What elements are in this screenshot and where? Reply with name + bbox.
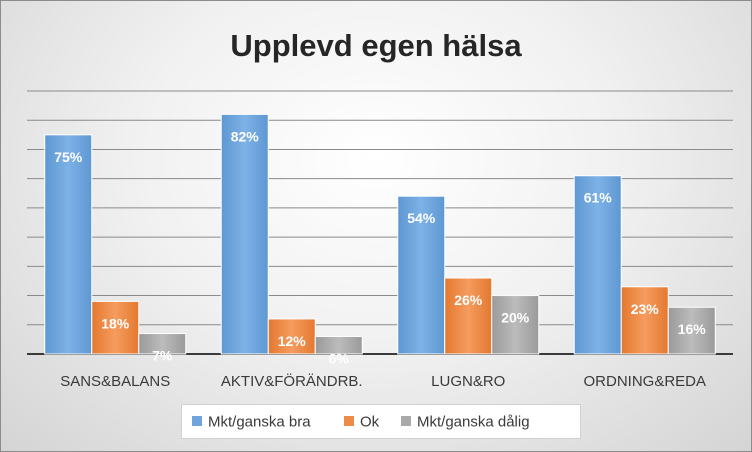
data-label: 18% — [101, 315, 130, 331]
bar-poor — [491, 295, 540, 355]
data-label: 12% — [278, 333, 307, 349]
bar-poor — [138, 333, 187, 355]
legend-svg: Mkt/ganska bra Ok Mkt/ganska dålig — [192, 414, 530, 431]
data-label: 61% — [584, 190, 613, 206]
data-label: 54% — [407, 210, 436, 226]
data-labels: 75% 18% 7% 82% 12% 6% 54% 26% 20% 61% 23% 16% — [54, 128, 706, 366]
category-labels: SANS&BALANS AKTIV&FÖRÄNDRB. LUGN&RO ORDNING… — [60, 372, 706, 390]
data-label: 6% — [329, 350, 350, 366]
legend-swatch — [401, 416, 411, 426]
data-label: 26% — [454, 292, 483, 308]
bar-ok — [620, 286, 669, 355]
bar-poor — [314, 335, 363, 355]
data-label: 23% — [631, 301, 660, 317]
bar-good — [397, 195, 446, 355]
bar-ok — [91, 300, 140, 355]
category-label: SANS&BALANS — [60, 373, 170, 390]
category-label: LUGN&RO — [431, 373, 505, 390]
chart-title: Upplevd egen hälsa — [230, 28, 522, 63]
bar-good — [220, 113, 269, 355]
data-label: 75% — [54, 149, 83, 165]
legend-swatch — [344, 416, 354, 426]
legend: Mkt/ganska bra Ok Mkt/ganska dålig — [181, 404, 581, 439]
data-label: 16% — [678, 321, 707, 337]
bar-ok — [444, 277, 493, 355]
legend-label: Ok — [360, 414, 380, 431]
bar-ok — [267, 318, 316, 355]
bar-poor — [667, 306, 716, 355]
bar-good — [573, 175, 622, 355]
bar-good — [44, 134, 93, 355]
category-label: ORDNING&REDA — [583, 373, 706, 390]
category-label: AKTIV&FÖRÄNDRB. — [221, 372, 363, 390]
data-label: 7% — [152, 348, 173, 364]
data-label: 82% — [231, 128, 260, 144]
bars — [44, 113, 716, 355]
data-label: 20% — [501, 310, 530, 326]
legend-label: Mkt/ganska dålig — [417, 414, 530, 431]
legend-label: Mkt/ganska bra — [208, 414, 311, 431]
legend-swatch — [192, 416, 202, 426]
